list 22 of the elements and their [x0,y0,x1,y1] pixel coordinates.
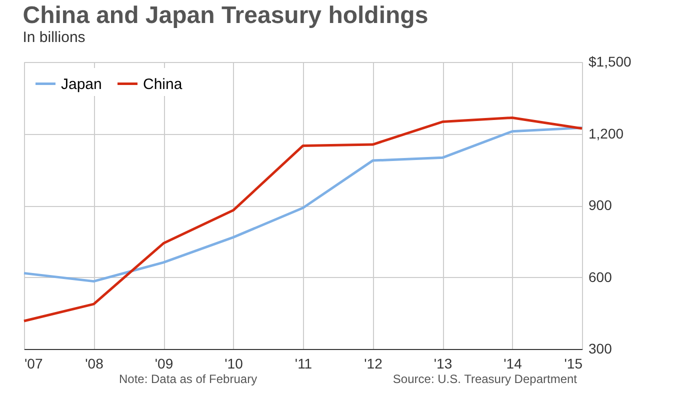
y-tick-label: 300 [588,340,612,356]
line-series [22,116,584,322]
y-tick-label: 600 [588,268,612,285]
x-tick-label: '07 [24,356,43,372]
legend-label: China [143,76,183,93]
line-series [22,126,584,283]
y-tick-label: 1,200 [588,125,624,142]
x-tick-label: '08 [85,356,104,372]
chart-subtitle: In billions [22,29,86,46]
text: Note: Data as of February [119,372,258,386]
y-tick-label: $1,500 [588,54,632,70]
source-note: Source: U.S. Treasury Department [392,372,578,386]
x-tick-label: '14 [504,356,522,372]
chart-title: China and Japan Treasury holdings [22,2,428,29]
x-tick-label: '11 [294,356,312,372]
x-tick-label: '15 [564,356,583,372]
legend-label: Japan [61,76,102,93]
x-tick-label: '13 [434,356,452,372]
y-tick-label: 900 [588,197,612,213]
x-tick-label: '10 [224,356,244,372]
x-tick-label: '09 [154,356,174,372]
x-tick-label: '12 [364,356,383,372]
